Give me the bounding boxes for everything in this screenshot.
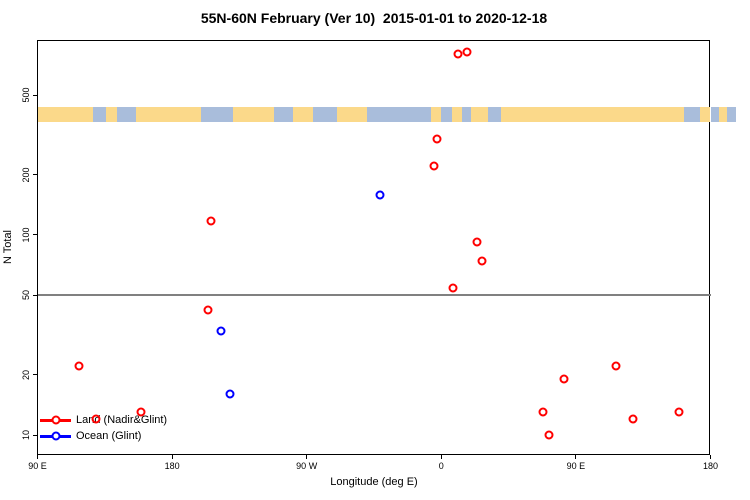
y-tick: [33, 174, 37, 176]
plot-area: [37, 40, 710, 455]
map-band-segment-land: [293, 107, 313, 122]
data-point: [448, 283, 458, 293]
x-tick-label: 180: [702, 461, 719, 471]
map-band-segment-land: [501, 107, 684, 122]
map-band-segment-land: [451, 107, 463, 122]
y-tick: [33, 374, 37, 376]
map-band-segment-ocean: [710, 107, 720, 122]
y-tick-label: 50: [21, 290, 31, 301]
map-band-segment-ocean: [487, 107, 502, 122]
data-point: [477, 256, 487, 266]
data-point: [538, 407, 548, 417]
map-band-segment-land: [233, 107, 274, 122]
legend-entry: Ocean (Glint): [40, 428, 167, 444]
map-band-segment-land: [471, 107, 488, 122]
data-point: [216, 326, 226, 336]
legend: Land (Nadir&Glint) Ocean (Glint): [40, 412, 167, 444]
map-band-segment-ocean: [441, 107, 452, 122]
y-tick-label: 200: [21, 167, 31, 183]
data-point: [544, 430, 554, 440]
y-axis-title: N Total: [2, 229, 14, 265]
map-band-segment-land: [430, 107, 442, 122]
y-tick: [33, 234, 37, 236]
map-band-segment-land: [719, 107, 727, 122]
chart-title: 55N-60N February (Ver 10) 2015-01-01 to …: [200, 10, 548, 26]
x-tick: [575, 455, 577, 459]
x-tick: [710, 455, 711, 459]
map-band-segment-land: [106, 107, 117, 122]
data-point: [375, 190, 385, 200]
x-tick: [171, 455, 173, 459]
y-tick-label: 20: [21, 369, 31, 380]
map-band-segment-ocean: [92, 107, 107, 122]
y-tick-label: 10: [21, 429, 31, 441]
legend-circle-symbol: [51, 415, 60, 425]
map-band-segment-ocean: [273, 107, 294, 122]
map-band-segment-ocean: [116, 107, 137, 122]
data-point: [429, 161, 439, 171]
y-tick-label: 500: [21, 87, 31, 103]
legend-label: Land (Nadir&Glint): [76, 414, 168, 426]
data-point: [611, 361, 621, 371]
data-point: [136, 407, 146, 417]
legend-line-symbol: [40, 431, 71, 441]
y-tick: [33, 434, 37, 436]
reference-line-50: [37, 294, 711, 297]
data-point: [462, 47, 472, 57]
legend-circle-symbol: [51, 431, 60, 441]
map-band-segment-ocean: [200, 107, 234, 122]
data-point: [91, 414, 101, 424]
data-point: [206, 216, 216, 226]
y-tick: [33, 94, 37, 96]
map-band-segment-land: [37, 107, 93, 122]
x-axis-title: Longitude (deg E): [330, 476, 418, 488]
x-tick: [440, 455, 442, 459]
x-tick-label: 180: [164, 461, 180, 471]
data-point: [74, 361, 84, 371]
data-point: [203, 305, 213, 315]
y-tick: [33, 294, 37, 296]
x-tick-label: 90 W: [296, 461, 318, 471]
x-tick: [306, 455, 308, 459]
data-point: [453, 49, 463, 59]
map-band-segment-land: [136, 107, 201, 122]
x-tick-label: 0: [438, 461, 444, 471]
data-point: [472, 237, 482, 247]
map-band-segment-ocean: [726, 107, 736, 122]
x-tick: [37, 455, 38, 459]
legend-label: Ocean (Glint): [76, 430, 142, 442]
legend-line-symbol: [40, 415, 71, 425]
map-band-segment-ocean: [683, 107, 701, 122]
map-band-segment-ocean: [462, 107, 472, 122]
data-point: [225, 389, 235, 399]
data-point: [628, 414, 638, 424]
data-point: [432, 134, 442, 144]
map-band-segment-ocean: [312, 107, 337, 122]
y-tick-label: 100: [21, 227, 31, 243]
x-tick-label: 90 E: [28, 461, 47, 471]
map-band-segment-ocean: [366, 107, 431, 122]
x-tick-label: 90 E: [566, 461, 586, 471]
data-point: [559, 374, 569, 384]
map-band-segment-land: [700, 107, 711, 122]
map-band-segment-land: [336, 107, 367, 122]
data-point: [674, 407, 684, 417]
legend-entry: Land (Nadir&Glint): [40, 412, 167, 428]
